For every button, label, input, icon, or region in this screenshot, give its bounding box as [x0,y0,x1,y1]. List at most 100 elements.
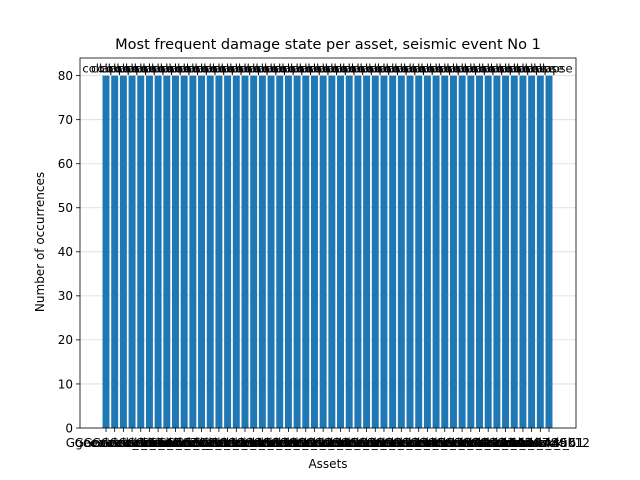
bar-value-label: collapse [326,62,373,76]
x-tick-label: Goeoaksuk_48 [470,436,558,450]
bar-value-label: collapse [517,62,564,76]
x-tick-label: Goeoaksuk_21 [236,436,324,450]
bar-value-label: collapse [195,62,242,76]
bar [180,75,188,428]
bar [163,75,171,428]
bar-value-label: collapse [82,62,129,76]
x-tick-label: Goeoaksuk_32 [331,436,419,450]
bar-value-label: collapse [221,62,268,76]
x-tick-label: Goeoaksuk_44 [436,436,524,450]
bar-value-label: collapse [187,62,234,76]
bar [293,75,301,428]
bar [484,75,492,428]
bar-value-label: collapse [204,62,251,76]
bar [284,75,292,428]
bar-value-label: collapse [404,62,451,76]
x-tick-label: Goeoaksuk_20 [227,436,315,450]
x-tick-label: Ggeoaksuk_1 [66,436,146,450]
bar [519,75,527,428]
bar-value-label: collapse [386,62,433,76]
y-tick-label: 80 [58,69,73,83]
bar [432,75,440,428]
bar [241,75,249,428]
x-tick-label: Goeoaksuk_15 [184,436,272,450]
x-tick-label: Goeoaksuk_9 [135,436,215,450]
bar [172,75,179,428]
x-tick-label: Goeoaksuk_33 [340,436,428,450]
bar-value-label: collapse [491,62,538,76]
x-tick-label: Goeoaksuk_38 [384,436,472,450]
x-tick-label: Goeoaksuk_2 [75,436,155,450]
bar [319,75,327,428]
x-tick-label: Goeoaksuk_47 [462,436,550,450]
bar [397,75,405,428]
bar [337,75,345,428]
bar [363,75,371,428]
x-tick-label: Goeoaksuk_10 [140,436,228,450]
bar-value-label: collapse [465,62,512,76]
bar-value-label: collapse [135,62,182,76]
x-tick-label: Goeoaksuk_35 [357,436,445,450]
bar [232,75,240,428]
bar [354,75,362,428]
x-tick-label: Goeoaksuk_31 [323,436,411,450]
y-tick-label: 10 [58,377,73,391]
x-tick-label: Goeoaksuk_7 [118,436,198,450]
x-tick-label: Goeoaksuk_41 [410,436,498,450]
bar-value-label: collapse [152,62,199,76]
x-tick-label: Goeoaksuk_23 [253,436,341,450]
bar [189,75,197,428]
bar-value-label: collapse [447,62,494,76]
bar-value-label: collapse [308,62,355,76]
bar [258,75,266,428]
bar-value-label: collapse [499,62,546,76]
bar-value-label: collapse [230,62,277,76]
bar-value-label: collapse [169,62,216,76]
bar-value-label: collapse [300,62,347,76]
bar [276,75,284,428]
bar [458,75,466,428]
bar [545,75,553,428]
x-axis-ticks: Ggeoaksuk_1Goeoaksuk_2Goeoaksuk_3Goeoaks… [66,428,590,450]
y-tick-label: 0 [65,421,73,435]
bar [536,75,544,428]
y-tick-label: 50 [58,201,73,215]
x-tick-label: Goeoaksuk_11 [149,436,237,450]
x-tick-label: Goeoaksuk_4 [92,436,172,450]
bar [145,75,153,428]
bar-value-label: collapse [143,62,190,76]
bar-value-label: collapse [256,62,303,76]
x-tick-label: Goeoaksuk_6 [109,436,189,450]
bar [345,75,353,428]
bar [137,75,145,428]
x-tick-label: Goeoaksuk_29 [305,436,393,450]
x-tick-label: Goeoaksuk_45 [444,436,532,450]
x-tick-label: Goeoaksuk_18 [210,436,298,450]
bar [215,75,223,428]
y-tick-label: 20 [58,333,73,347]
bar-value-label: collapse [282,62,329,76]
x-tick-label: Goeoaksuk_5 [101,436,181,450]
x-axis-label: Assets [308,457,347,471]
bar-value-label: collapse [439,62,486,76]
bar-value-label: collapse [213,62,260,76]
x-tick-label: Goeoaksuk_43 [427,436,515,450]
bar-value-label: collapse [343,62,390,76]
bar-value-label: collapse [378,62,425,76]
bar [224,75,232,428]
bar [510,75,518,428]
bar [198,75,206,428]
x-tick-label: Goeoaksuk_37 [375,436,463,450]
x-tick-label: Goeoaksuk_26 [279,436,367,450]
x-tick-label: Goeoaksuk_28 [297,436,385,450]
bar-value-label: collapse [265,62,312,76]
x-tick-label: Goeoaksuk_8 [127,436,207,450]
bar [102,75,110,428]
y-axis-label: Number of occurrences [33,172,47,312]
bar-value-label: collapse [482,62,529,76]
bar-value-label: collapse [525,62,572,76]
x-tick-label: Goeoaksuk_36 [366,436,454,450]
bar-value-label: collapse [108,62,155,76]
x-tick-label: Goeoaksuk_42 [418,436,506,450]
